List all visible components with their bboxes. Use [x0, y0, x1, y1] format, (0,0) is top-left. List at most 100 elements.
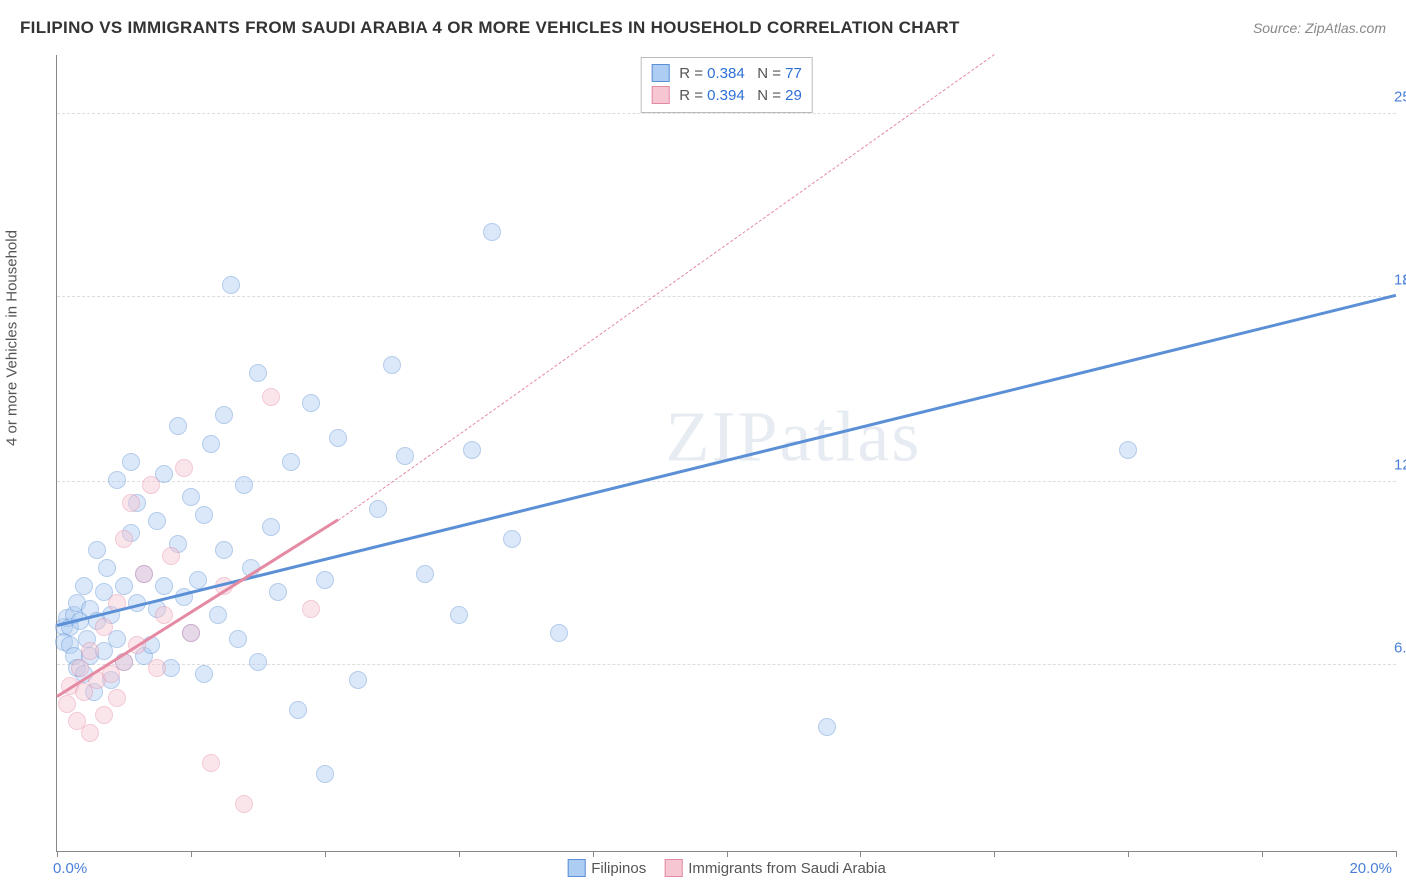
scatter-point: [215, 541, 233, 559]
legend-item: Immigrants from Saudi Arabia: [664, 859, 886, 877]
y-tick-label: 6.3%: [1388, 640, 1406, 657]
scatter-point: [81, 642, 99, 660]
scatter-point: [169, 417, 187, 435]
scatter-point: [329, 429, 347, 447]
scatter-point: [209, 606, 227, 624]
x-max-label: 20.0%: [1349, 860, 1392, 877]
scatter-point: [383, 356, 401, 374]
scatter-point: [1119, 441, 1137, 459]
x-origin-label: 0.0%: [53, 860, 87, 877]
x-tick: [593, 851, 594, 857]
x-tick: [191, 851, 192, 857]
scatter-point: [249, 364, 267, 382]
scatter-point: [262, 388, 280, 406]
scatter-point: [175, 459, 193, 477]
stats-text: R = 0.384 N = 77: [679, 65, 802, 82]
scatter-point: [115, 577, 133, 595]
y-tick-label: 25.0%: [1388, 88, 1406, 105]
x-tick: [860, 851, 861, 857]
scatter-point: [148, 659, 166, 677]
legend-item: Filipinos: [567, 859, 646, 877]
x-tick: [1396, 851, 1397, 857]
stats-row: R = 0.394 N = 29: [651, 84, 802, 106]
scatter-point: [550, 624, 568, 642]
scatter-point: [162, 547, 180, 565]
scatter-point: [302, 600, 320, 618]
scatter-point: [249, 653, 267, 671]
scatter-point: [269, 583, 287, 601]
scatter-point: [182, 624, 200, 642]
scatter-point: [215, 406, 233, 424]
scatter-point: [98, 559, 116, 577]
scatter-point: [58, 695, 76, 713]
trend-line: [57, 294, 1397, 627]
scatter-point: [108, 689, 126, 707]
chart-source: Source: ZipAtlas.com: [1253, 20, 1386, 36]
scatter-point: [396, 447, 414, 465]
scatter-point: [182, 488, 200, 506]
scatter-point: [95, 706, 113, 724]
x-tick: [57, 851, 58, 857]
x-tick: [325, 851, 326, 857]
scatter-point: [289, 701, 307, 719]
chart-title: FILIPINO VS IMMIGRANTS FROM SAUDI ARABIA…: [20, 18, 960, 38]
legend-swatch: [651, 64, 669, 82]
x-tick: [1128, 851, 1129, 857]
scatter-point: [463, 441, 481, 459]
chart-header: FILIPINO VS IMMIGRANTS FROM SAUDI ARABIA…: [20, 18, 1386, 38]
scatter-point: [108, 471, 126, 489]
scatter-point: [155, 606, 173, 624]
scatter-point: [142, 476, 160, 494]
gridline: [57, 113, 1396, 114]
scatter-point: [316, 571, 334, 589]
legend-label: Filipinos: [591, 860, 646, 877]
gridline: [57, 481, 1396, 482]
scatter-point: [450, 606, 468, 624]
trend-line: [338, 54, 995, 521]
scatter-point: [195, 506, 213, 524]
scatter-point: [95, 618, 113, 636]
legend-label: Immigrants from Saudi Arabia: [688, 860, 886, 877]
scatter-point: [235, 476, 253, 494]
scatter-point: [229, 630, 247, 648]
scatter-point: [369, 500, 387, 518]
scatter-point: [222, 276, 240, 294]
stats-text: R = 0.394 N = 29: [679, 87, 802, 104]
legend-swatch: [567, 859, 585, 877]
series-legend: Filipinos Immigrants from Saudi Arabia: [567, 859, 886, 877]
scatter-point: [122, 494, 140, 512]
scatter-point: [416, 565, 434, 583]
scatter-point: [115, 530, 133, 548]
scatter-point: [202, 435, 220, 453]
scatter-point: [81, 724, 99, 742]
scatter-point: [349, 671, 367, 689]
scatter-point: [483, 223, 501, 241]
scatter-point: [135, 565, 153, 583]
scatter-point: [155, 577, 173, 595]
scatter-point: [316, 765, 334, 783]
x-tick: [727, 851, 728, 857]
scatter-point: [282, 453, 300, 471]
x-tick: [994, 851, 995, 857]
stats-legend: R = 0.384 N = 77 R = 0.394 N = 29: [640, 57, 813, 113]
scatter-point: [195, 665, 213, 683]
trend-end-label: 18.8%: [1402, 271, 1406, 288]
legend-swatch: [651, 86, 669, 104]
scatter-point: [189, 571, 207, 589]
legend-swatch: [664, 859, 682, 877]
scatter-point: [818, 718, 836, 736]
y-axis-label: 4 or more Vehicles in Household: [4, 230, 21, 446]
scatter-point: [122, 453, 140, 471]
scatter-point: [202, 754, 220, 772]
scatter-point: [235, 795, 253, 813]
scatter-point: [75, 577, 93, 595]
x-tick: [1262, 851, 1263, 857]
y-tick-label: 12.5%: [1388, 457, 1406, 474]
scatter-point: [503, 530, 521, 548]
scatter-point: [302, 394, 320, 412]
x-tick: [459, 851, 460, 857]
scatter-point: [88, 541, 106, 559]
scatter-point: [262, 518, 280, 536]
stats-row: R = 0.384 N = 77: [651, 62, 802, 84]
scatter-point: [148, 512, 166, 530]
